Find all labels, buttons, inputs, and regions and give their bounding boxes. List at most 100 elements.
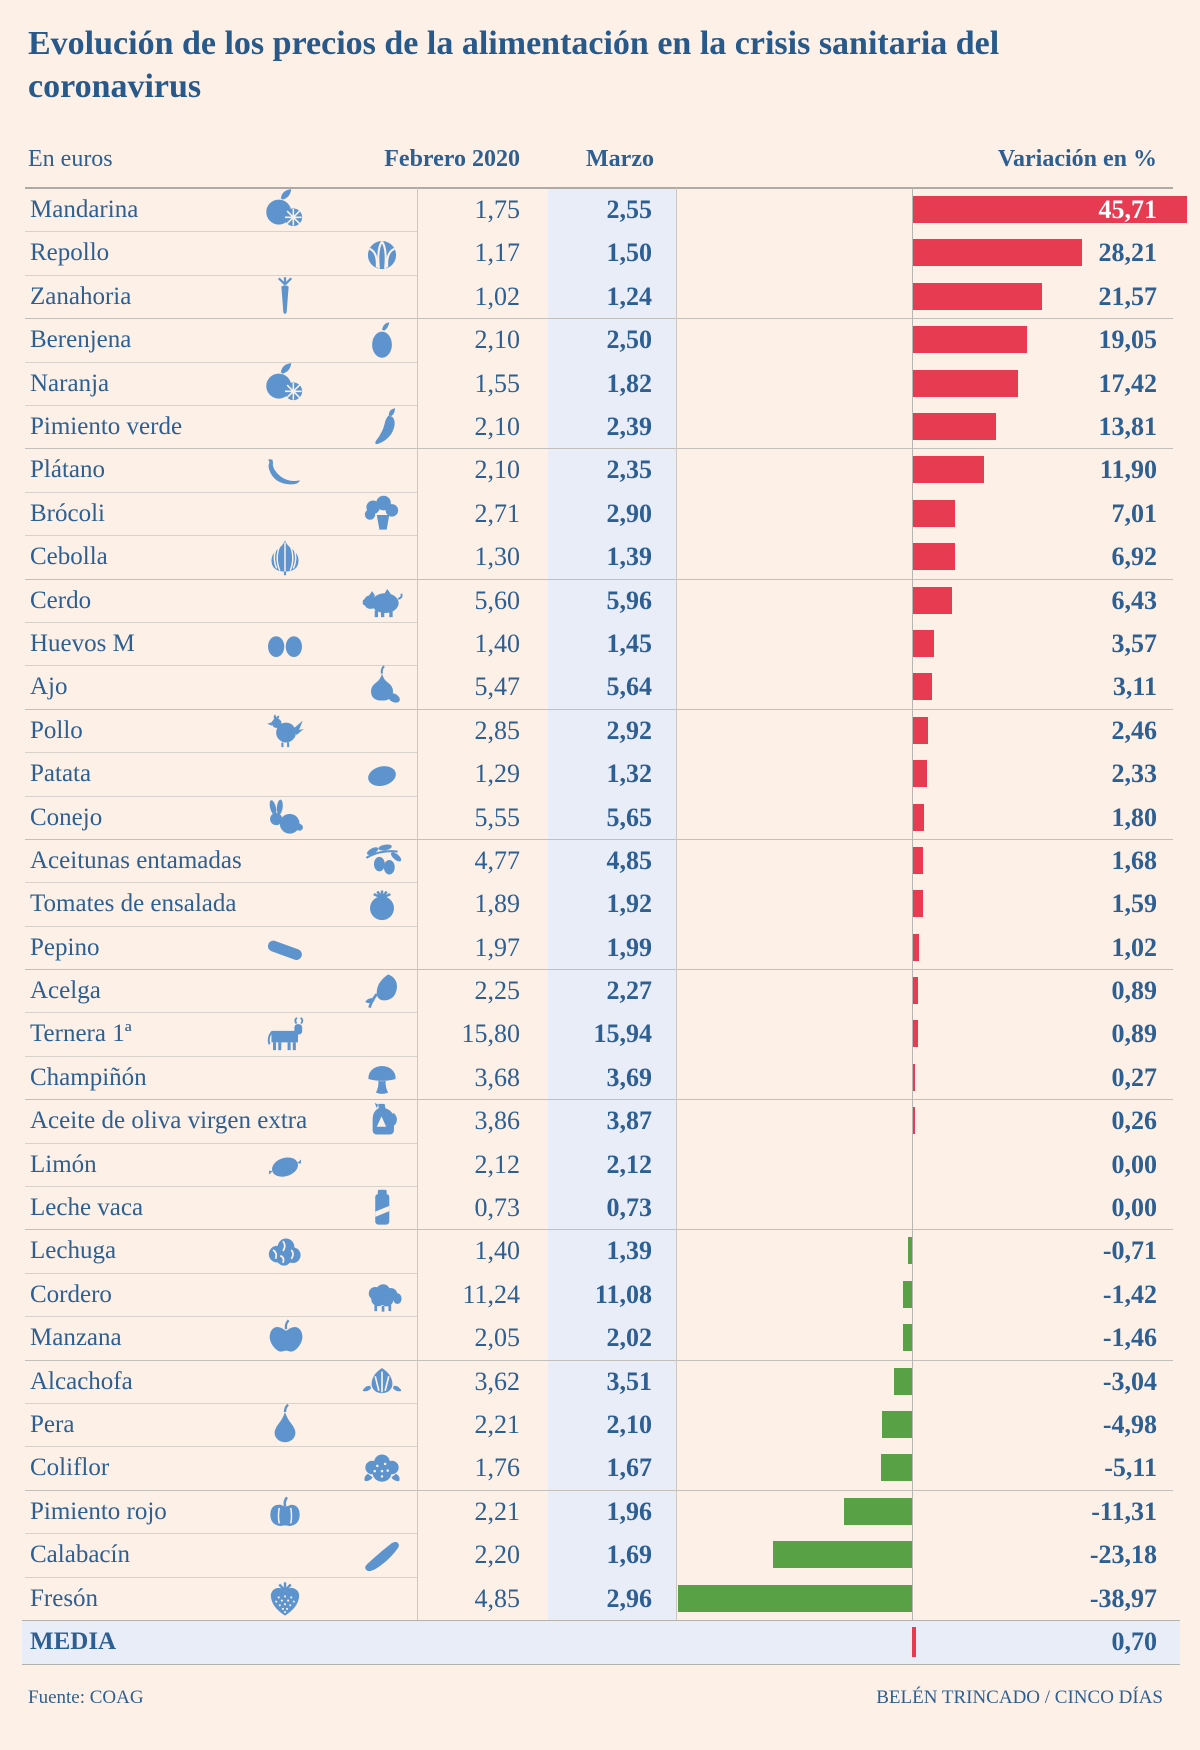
price-march: 3,87: [606, 1106, 653, 1135]
variation-value: 0,89: [1111, 1019, 1158, 1048]
variation-value: 2,46: [1111, 716, 1158, 745]
divider-icons-february: [417, 188, 418, 1620]
price-february: 1,40: [474, 1236, 521, 1265]
variation-value: -4,98: [1102, 1410, 1157, 1439]
table-row: Brócoli 2,71 2,90 7,01: [0, 492, 1200, 535]
row-separator-line: [25, 492, 417, 493]
product-name: Aceite de oliva virgen extra: [30, 1107, 308, 1134]
price-february: 2,85: [474, 716, 521, 745]
price-february: 0,73: [474, 1193, 521, 1222]
table-row: Pimiento verde 2,10 2,39 13,81: [0, 405, 1200, 448]
price-february: 2,21: [474, 1497, 521, 1526]
product-name: Pimiento rojo: [30, 1497, 167, 1525]
product-name: Brócoli: [30, 499, 105, 527]
variation-value: -0,71: [1102, 1236, 1157, 1265]
price-march: 2,02: [606, 1323, 653, 1352]
table-row: Pepino 1,97 1,99 1,02: [0, 926, 1200, 969]
media-row-top-border: [22, 1620, 1180, 1621]
price-february: 11,24: [462, 1280, 520, 1309]
price-march: 2,96: [606, 1584, 653, 1613]
conejo-icon: [260, 793, 310, 843]
coliflor-icon: [357, 1443, 407, 1493]
berenjena-icon: [357, 315, 407, 365]
product-name: Champiñón: [30, 1063, 147, 1091]
variation-bar: [913, 847, 923, 874]
variation-bar: [913, 804, 924, 831]
alcachofa-icon: [357, 1357, 407, 1407]
group-separator-line: [25, 1099, 1173, 1100]
product-name: Conejo: [30, 803, 103, 831]
huevos-icon: [260, 619, 310, 669]
table-row: Acelga 2,25 2,27 0,89: [0, 969, 1200, 1012]
variation-value: 3,11: [1112, 672, 1157, 701]
variation-value: 1,68: [1111, 846, 1158, 875]
pimiento-verde-icon: [357, 402, 407, 452]
column-header-variation: Variación en %: [997, 146, 1157, 172]
price-february: 2,10: [474, 325, 521, 354]
cebolla-icon: [260, 532, 310, 582]
table-row: Mandarina 1,75 2,55 45,71: [0, 188, 1200, 231]
product-name: Cordero: [30, 1280, 112, 1308]
table-row: Lechuga 1,40 1,39 -0,71: [0, 1229, 1200, 1273]
group-separator-line: [25, 709, 1173, 710]
variation-bar: [881, 1454, 912, 1481]
champinon-icon: [357, 1053, 407, 1103]
pollo-icon: [260, 706, 310, 756]
pepino-icon: [260, 923, 310, 973]
limon-icon: [260, 1140, 310, 1190]
variation-bar: [913, 413, 996, 440]
price-march: 2,55: [606, 195, 653, 224]
naranja-icon: [260, 359, 310, 409]
divider-march-right: [676, 188, 677, 1620]
table-row: Aceitunas entamadas 4,77 4,85 1,68: [0, 839, 1200, 882]
variation-bar: [903, 1281, 912, 1308]
variation-bar: [913, 456, 984, 483]
product-name: Alcachofa: [30, 1367, 133, 1395]
table-row: Champiñón 3,68 3,69 0,27: [0, 1056, 1200, 1099]
price-february: 1,89: [474, 889, 521, 918]
price-february: 1,55: [474, 369, 521, 398]
media-variation-value: 0,70: [1111, 1627, 1158, 1656]
group-separator-line: [25, 448, 1173, 449]
pera-icon: [260, 1400, 310, 1450]
price-march: 4,85: [606, 846, 653, 875]
zanahoria-icon: [260, 272, 310, 322]
variation-bar: [913, 587, 952, 614]
variation-value: -1,46: [1102, 1323, 1157, 1352]
media-row-bottom-border: [22, 1664, 1180, 1665]
variation-value: 0,00: [1111, 1150, 1158, 1179]
price-march: 2,27: [606, 976, 653, 1005]
price-march: 15,94: [593, 1019, 653, 1048]
variation-value: 11,90: [1099, 455, 1157, 484]
variation-value: -3,04: [1102, 1367, 1157, 1396]
table-row: Huevos M 1,40 1,45 3,57: [0, 622, 1200, 665]
price-march: 1,39: [606, 542, 653, 571]
variation-value: 13,81: [1098, 412, 1158, 441]
price-march: 1,99: [606, 933, 653, 962]
table-row: Pimiento rojo 2,21 1,96 -11,31: [0, 1490, 1200, 1533]
price-february: 3,86: [474, 1106, 521, 1135]
product-name: Aceitunas entamadas: [30, 846, 242, 874]
price-march: 2,92: [606, 716, 653, 745]
price-march: 3,51: [606, 1367, 653, 1396]
product-name: Mandarina: [30, 195, 139, 223]
variation-bar: [913, 1107, 915, 1134]
row-separator-line: [25, 665, 417, 666]
table-row: Naranja 1,55 1,82 17,42: [0, 362, 1200, 405]
price-march: 5,96: [606, 586, 653, 615]
variation-bar: [882, 1411, 912, 1438]
variation-bar: [908, 1237, 912, 1264]
row-separator-line: [25, 1316, 417, 1317]
row-separator-line: [25, 1143, 417, 1144]
brocoli-icon: [357, 489, 407, 539]
patata-icon: [357, 749, 407, 799]
column-header-february: Febrero 2020: [384, 146, 520, 172]
media-row-label: MEDIA: [30, 1628, 117, 1655]
variation-bar: [913, 760, 927, 787]
price-march: 1,96: [606, 1497, 653, 1526]
price-february: 2,10: [474, 455, 521, 484]
group-separator-line: [25, 1490, 1173, 1491]
variation-value: 19,05: [1098, 325, 1158, 354]
product-name: Ajo: [30, 673, 68, 700]
zero-axis-line: [912, 188, 913, 1664]
